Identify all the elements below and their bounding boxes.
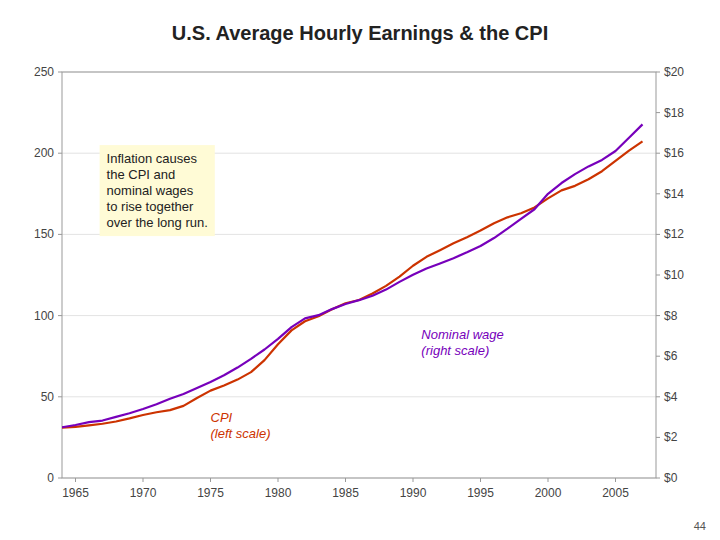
- x-tick-label: 1985: [332, 486, 359, 500]
- x-tick: [615, 478, 616, 482]
- y-tick-label: 200: [34, 146, 54, 160]
- text-line: (right scale): [421, 343, 489, 358]
- y2-tick-label: $12: [664, 227, 684, 241]
- title: U.S. Average Hourly Earnings & the CPI: [172, 22, 548, 44]
- y2-tick: [656, 112, 660, 113]
- x-tick: [75, 478, 76, 482]
- x-tick-label: 1965: [62, 486, 89, 500]
- series-group: [62, 124, 643, 427]
- y-tick-label: 0: [47, 471, 54, 485]
- series-label: Nominal wage(right scale): [421, 327, 503, 358]
- series-line: [62, 124, 643, 427]
- y2-tick: [656, 396, 660, 397]
- x-tick: [278, 478, 279, 482]
- y2-tick: [656, 437, 660, 438]
- chart: U.S. Average Hourly Earnings & the CPI 0 5…: [0, 0, 720, 540]
- y2-tick: [656, 153, 660, 154]
- y2-tick-label: $0: [664, 471, 678, 485]
- y2-tick-label: $6: [664, 349, 678, 363]
- x-tick-label: 1990: [400, 486, 427, 500]
- grid-line: [62, 396, 656, 397]
- y-tick: [58, 396, 62, 397]
- x-tick-label: 2000: [535, 486, 562, 500]
- x-tick: [480, 478, 481, 482]
- y2-tick: [656, 478, 660, 479]
- series-label: CPI(left scale): [211, 410, 271, 441]
- x-tick-label: 1980: [265, 486, 292, 500]
- annotation-box: [100, 145, 215, 236]
- y2-tick: [656, 72, 660, 73]
- text-line: to rise together: [107, 199, 194, 214]
- x-tick: [548, 478, 549, 482]
- y2-tick: [656, 193, 660, 194]
- series-line: [62, 141, 643, 427]
- y2-tick-label: $8: [664, 309, 678, 323]
- annotation: Inflation causesthe CPI andnominal wages…: [107, 151, 208, 230]
- y2-tick: [656, 356, 660, 357]
- footnote: 44: [694, 520, 706, 532]
- y2-tick: [656, 275, 660, 276]
- x-tick-label: 1975: [197, 486, 224, 500]
- text-line: the CPI and: [107, 167, 176, 182]
- x-tick-label: 1970: [130, 486, 157, 500]
- y-tick: [58, 478, 62, 479]
- x-tick: [143, 478, 144, 482]
- text-line: Inflation causes: [107, 151, 198, 166]
- text-line: (left scale): [211, 426, 271, 441]
- annotation-group: Inflation causesthe CPI andnominal wages…: [100, 145, 215, 236]
- y2-tick-label: $10: [664, 268, 684, 282]
- x-tick-label: 1995: [467, 486, 494, 500]
- y-tick-label: 150: [34, 227, 54, 241]
- y-tick-label: 100: [34, 309, 54, 323]
- y-tick-label: 50: [41, 390, 55, 404]
- text-line: CPI: [211, 410, 233, 425]
- y-tick: [58, 234, 62, 235]
- x-tick: [210, 478, 211, 482]
- y-tick: [58, 153, 62, 154]
- y2-tick-label: $20: [664, 65, 684, 79]
- y2-tick: [656, 315, 660, 316]
- y-tick: [58, 72, 62, 73]
- x-tick: [345, 478, 346, 482]
- text-line: nominal wages: [107, 183, 194, 198]
- x-tick: [413, 478, 414, 482]
- x-tick-label: 2005: [602, 486, 629, 500]
- text-line: Nominal wage: [421, 327, 503, 342]
- y2-tick-label: $4: [664, 390, 678, 404]
- y-tick-label: 250: [34, 65, 54, 79]
- y2-tick-label: $14: [664, 187, 684, 201]
- y2-tick: [656, 234, 660, 235]
- y2-tick-label: $2: [664, 430, 678, 444]
- grid-line: [62, 315, 656, 316]
- plot-frame: [62, 72, 656, 478]
- y-tick: [58, 315, 62, 316]
- y2-tick-label: $16: [664, 146, 684, 160]
- text-line: over the long run.: [107, 215, 208, 230]
- y2-tick-label: $18: [664, 106, 684, 120]
